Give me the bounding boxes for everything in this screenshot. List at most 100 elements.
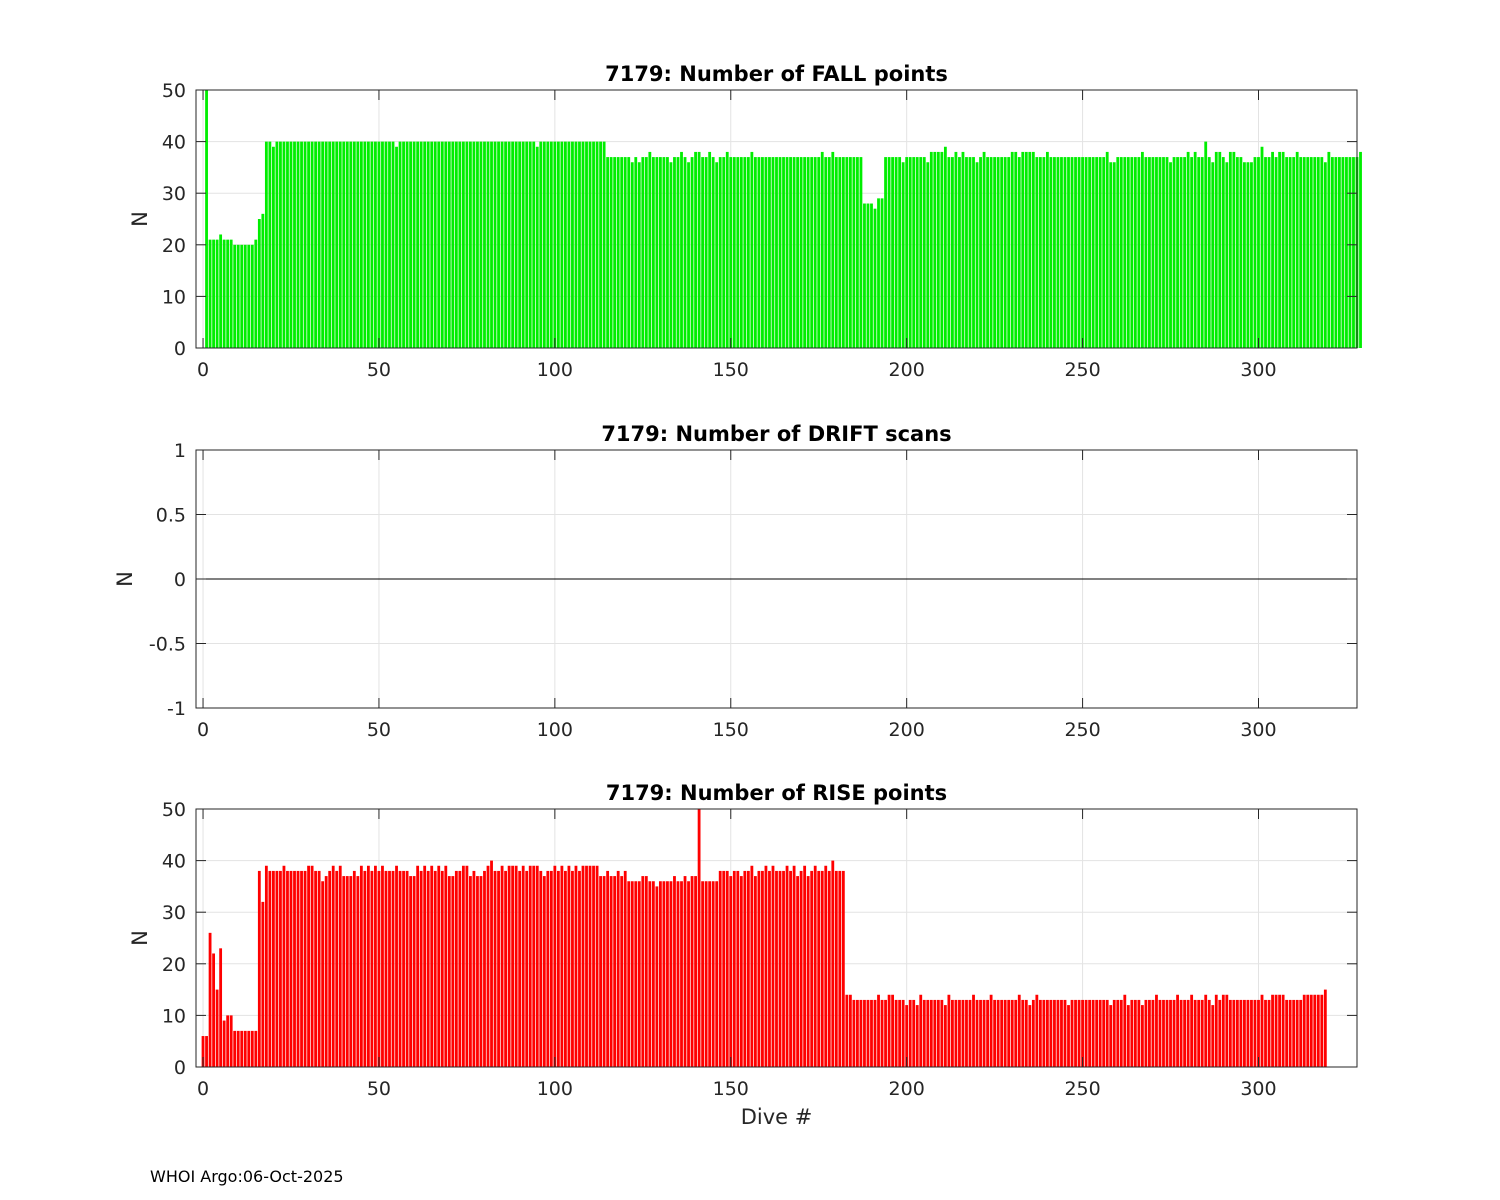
bar (796, 157, 800, 348)
bar (391, 870, 395, 1067)
bar (296, 141, 300, 348)
y-axis-label: N (128, 211, 152, 227)
bar (1228, 999, 1232, 1067)
bar (827, 157, 831, 348)
bar (834, 870, 838, 1067)
bar (331, 141, 335, 348)
x-tick-label: 100 (537, 719, 573, 741)
bar (595, 141, 599, 348)
y-tick-label: 1 (174, 440, 186, 462)
bar (388, 141, 391, 348)
bar (1250, 999, 1253, 1067)
bar (493, 141, 497, 348)
bar (1140, 1005, 1144, 1067)
bar (1014, 999, 1018, 1067)
bar (1183, 157, 1187, 348)
bar (1302, 994, 1306, 1067)
bar (490, 141, 493, 348)
bar (1235, 157, 1239, 348)
bar (370, 141, 374, 348)
y-tick-label: 0 (174, 338, 186, 360)
x-tick-label: 200 (889, 1078, 925, 1100)
bar (1359, 151, 1362, 348)
bar (725, 151, 729, 348)
bar (943, 146, 947, 348)
bar (778, 870, 782, 1067)
bar (1313, 157, 1317, 348)
bar (268, 870, 272, 1067)
bar (1003, 157, 1007, 348)
bar (461, 865, 465, 1067)
bar (324, 876, 328, 1067)
bar (1267, 157, 1271, 348)
bar (761, 157, 764, 348)
bar (405, 870, 409, 1067)
bar (1162, 157, 1165, 348)
x-tick-label: 200 (889, 359, 925, 381)
bar (958, 157, 961, 348)
bar (1243, 162, 1246, 348)
bar (711, 881, 715, 1067)
bar (560, 141, 564, 348)
fall-points-panel: 0 50 100 150 200 250 300 0 10 20 30 40 50 7179: Numbe… (128, 62, 1362, 381)
bar (236, 244, 240, 348)
bar (666, 881, 669, 1067)
bar (300, 141, 303, 348)
axes-box (195, 808, 1358, 1068)
x-tick-label: 0 (197, 719, 209, 741)
bar (975, 999, 979, 1067)
bar (1172, 999, 1176, 1067)
bar (279, 141, 282, 348)
bar (644, 157, 648, 348)
bar (1035, 157, 1039, 348)
bar (1088, 999, 1092, 1067)
bar (268, 141, 272, 348)
bar (345, 141, 349, 348)
bar (637, 881, 641, 1067)
bar (1102, 157, 1106, 348)
bar (264, 141, 268, 348)
bar (1098, 157, 1102, 348)
bar (965, 999, 968, 1067)
bar (447, 141, 451, 348)
bar (493, 870, 497, 1067)
bar (454, 141, 458, 348)
bar (1095, 999, 1099, 1067)
bar (335, 870, 339, 1067)
bar (1295, 999, 1299, 1067)
x-tick-label: 200 (889, 719, 925, 741)
bar (609, 876, 613, 1067)
bar (834, 157, 838, 348)
bar (1200, 999, 1204, 1067)
bar (437, 141, 441, 348)
bar (940, 999, 944, 1067)
bar (940, 151, 944, 348)
y-tick-label: 20 (162, 235, 186, 257)
bar (947, 994, 951, 1067)
y-tick-label: -0.5 (149, 634, 186, 656)
bar (549, 870, 553, 1067)
y-axis-label: N (128, 930, 152, 946)
bar (1109, 1005, 1113, 1067)
bar (1232, 151, 1236, 348)
bar (451, 876, 455, 1067)
bar (905, 157, 909, 348)
bar (1260, 146, 1264, 348)
bar (1137, 157, 1141, 348)
bar (366, 141, 370, 348)
bar (1003, 999, 1007, 1067)
bar (655, 157, 659, 348)
bar (817, 157, 821, 348)
bar (201, 1036, 205, 1067)
bar (1274, 994, 1278, 1067)
bar (1214, 994, 1218, 1067)
bar (1112, 999, 1116, 1067)
bar (539, 870, 543, 1067)
bar (1323, 989, 1327, 1067)
bar (257, 870, 261, 1067)
bar (718, 870, 722, 1067)
bar (982, 999, 986, 1067)
bar (1063, 157, 1067, 348)
bar (212, 239, 215, 348)
bar (1130, 157, 1134, 348)
